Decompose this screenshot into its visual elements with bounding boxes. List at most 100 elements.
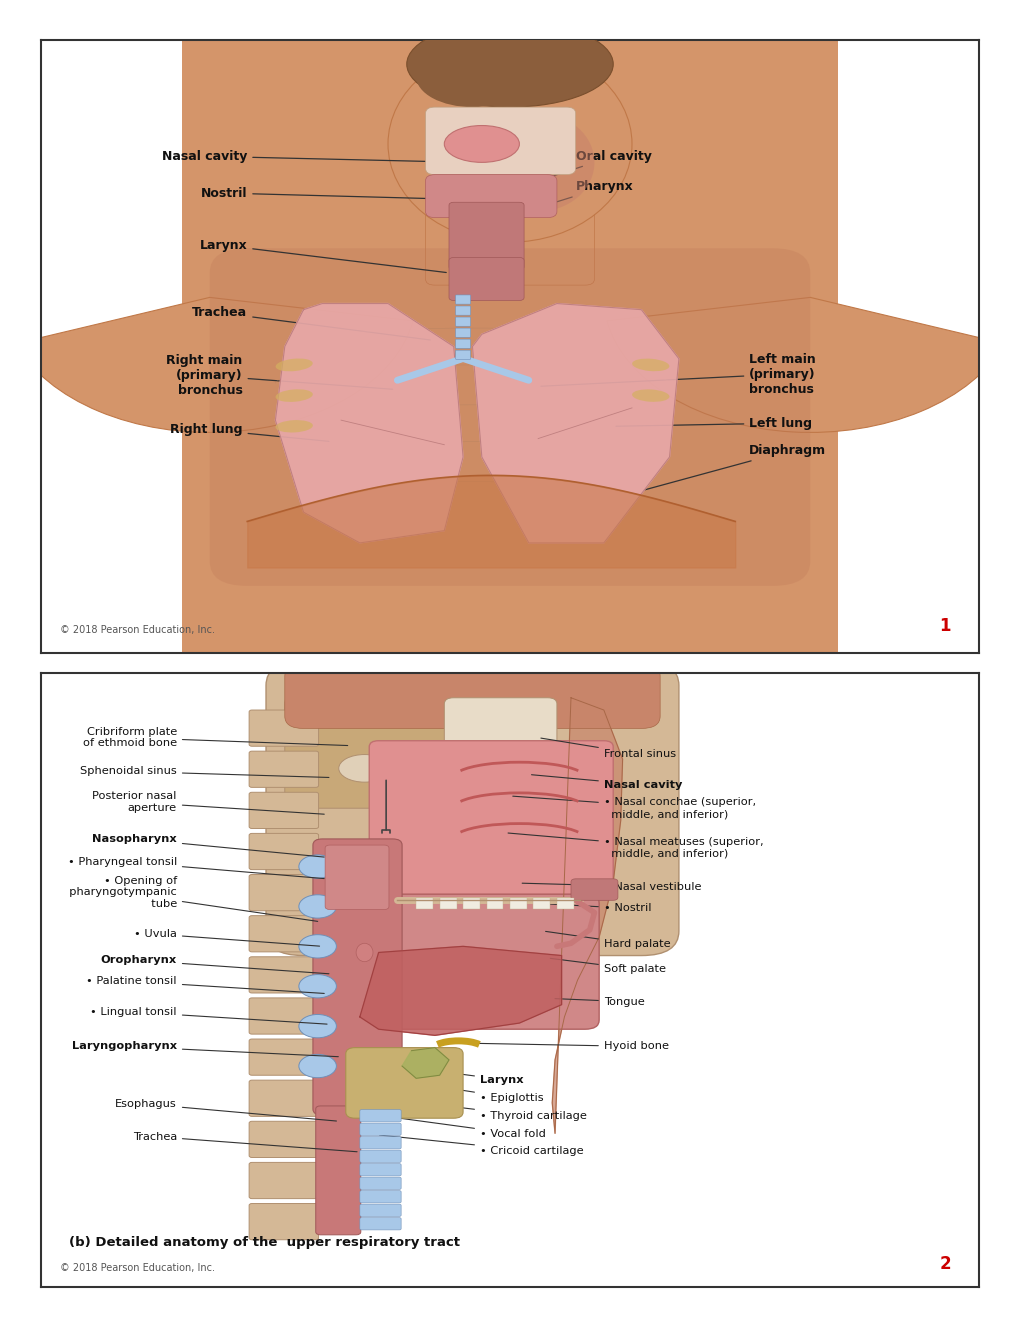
Text: Oropharynx: Oropharynx bbox=[101, 956, 328, 974]
Text: © 2018 Pearson Education, Inc.: © 2018 Pearson Education, Inc. bbox=[59, 1263, 214, 1274]
FancyBboxPatch shape bbox=[210, 248, 809, 586]
FancyBboxPatch shape bbox=[249, 1121, 318, 1158]
Text: • Nasal conchae (superior,
  middle, and inferior): • Nasal conchae (superior, middle, and i… bbox=[513, 796, 755, 818]
Polygon shape bbox=[401, 1048, 448, 1078]
Text: Larynx: Larynx bbox=[200, 239, 445, 272]
Text: Nostril: Nostril bbox=[201, 186, 450, 199]
FancyBboxPatch shape bbox=[425, 107, 575, 174]
Text: Trachea: Trachea bbox=[192, 306, 430, 341]
Text: Oral cavity: Oral cavity bbox=[522, 149, 651, 186]
Text: Nasal cavity: Nasal cavity bbox=[531, 775, 682, 789]
FancyBboxPatch shape bbox=[249, 1080, 318, 1117]
Text: Trachea: Trachea bbox=[132, 1131, 357, 1152]
Ellipse shape bbox=[275, 389, 313, 401]
FancyBboxPatch shape bbox=[571, 879, 618, 900]
Text: Nasopharynx: Nasopharynx bbox=[92, 834, 324, 857]
FancyBboxPatch shape bbox=[455, 306, 470, 315]
Ellipse shape bbox=[275, 420, 313, 433]
Text: • Cricoid cartilage: • Cricoid cartilage bbox=[379, 1135, 583, 1156]
Text: Esophagus: Esophagus bbox=[115, 1100, 336, 1121]
FancyBboxPatch shape bbox=[249, 1163, 318, 1199]
Text: Nasal cavity: Nasal cavity bbox=[162, 149, 465, 162]
FancyBboxPatch shape bbox=[336, 894, 598, 1030]
FancyBboxPatch shape bbox=[455, 317, 470, 326]
FancyBboxPatch shape bbox=[455, 339, 470, 348]
FancyBboxPatch shape bbox=[249, 916, 318, 952]
Ellipse shape bbox=[275, 359, 313, 371]
Ellipse shape bbox=[416, 46, 528, 107]
Ellipse shape bbox=[299, 974, 336, 998]
Text: • Nasal meatuses (superior,
  middle, and inferior): • Nasal meatuses (superior, middle, and … bbox=[507, 833, 762, 859]
FancyBboxPatch shape bbox=[360, 1137, 400, 1148]
Text: Laryngopharynx: Laryngopharynx bbox=[71, 1041, 338, 1057]
FancyBboxPatch shape bbox=[249, 957, 318, 993]
Bar bbox=[838, 40, 978, 653]
FancyBboxPatch shape bbox=[448, 257, 524, 301]
Text: • Thyroid cartilage: • Thyroid cartilage bbox=[397, 1100, 586, 1122]
Ellipse shape bbox=[338, 755, 390, 783]
Bar bbox=[439, 898, 457, 909]
Text: • Uvula: • Uvula bbox=[133, 929, 319, 946]
Ellipse shape bbox=[299, 935, 336, 958]
FancyBboxPatch shape bbox=[360, 1191, 400, 1203]
Ellipse shape bbox=[299, 1015, 336, 1038]
Ellipse shape bbox=[407, 21, 612, 107]
Ellipse shape bbox=[299, 895, 336, 919]
Ellipse shape bbox=[356, 944, 373, 962]
Text: • Palatine tonsil: • Palatine tonsil bbox=[87, 977, 324, 994]
FancyBboxPatch shape bbox=[360, 1204, 400, 1217]
FancyBboxPatch shape bbox=[249, 1039, 318, 1076]
Polygon shape bbox=[360, 946, 561, 1035]
FancyBboxPatch shape bbox=[369, 741, 612, 900]
Text: • Nasal vestibule: • Nasal vestibule bbox=[522, 882, 701, 892]
Text: (b) Detailed anatomy of the  upper respiratory tract: (b) Detailed anatomy of the upper respir… bbox=[69, 1236, 460, 1249]
FancyBboxPatch shape bbox=[360, 1123, 400, 1135]
Text: Hard palate: Hard palate bbox=[545, 932, 669, 949]
FancyBboxPatch shape bbox=[249, 710, 318, 746]
FancyBboxPatch shape bbox=[325, 845, 388, 909]
Text: Pharynx: Pharynx bbox=[489, 181, 633, 223]
FancyBboxPatch shape bbox=[360, 1150, 400, 1163]
FancyBboxPatch shape bbox=[360, 1110, 400, 1122]
FancyBboxPatch shape bbox=[455, 350, 470, 359]
Polygon shape bbox=[472, 304, 679, 543]
Bar bbox=[556, 898, 574, 909]
Text: 2: 2 bbox=[938, 1255, 950, 1274]
Text: Diaphragm: Diaphragm bbox=[643, 445, 825, 490]
FancyBboxPatch shape bbox=[455, 329, 470, 338]
Text: • Nostril: • Nostril bbox=[540, 903, 651, 913]
Bar bbox=[510, 898, 527, 909]
FancyBboxPatch shape bbox=[249, 833, 318, 870]
FancyBboxPatch shape bbox=[249, 751, 318, 787]
Wedge shape bbox=[15, 297, 413, 433]
Wedge shape bbox=[606, 297, 1004, 433]
Bar bbox=[533, 898, 550, 909]
Text: 1: 1 bbox=[938, 616, 950, 635]
FancyBboxPatch shape bbox=[448, 202, 524, 269]
FancyBboxPatch shape bbox=[249, 998, 318, 1034]
Text: Hyoid bone: Hyoid bone bbox=[477, 1041, 668, 1052]
Ellipse shape bbox=[299, 855, 336, 878]
FancyBboxPatch shape bbox=[360, 1217, 400, 1230]
Text: Larynx: Larynx bbox=[411, 1068, 523, 1085]
FancyBboxPatch shape bbox=[455, 294, 470, 304]
Text: Soft palate: Soft palate bbox=[550, 958, 665, 974]
FancyBboxPatch shape bbox=[163, 28, 856, 665]
FancyBboxPatch shape bbox=[360, 1177, 400, 1189]
Ellipse shape bbox=[632, 389, 668, 401]
Polygon shape bbox=[551, 698, 622, 1134]
FancyBboxPatch shape bbox=[316, 1106, 361, 1234]
Text: • Vocal fold: • Vocal fold bbox=[388, 1117, 545, 1139]
Bar bbox=[486, 898, 503, 909]
Text: Posterior nasal
aperture: Posterior nasal aperture bbox=[93, 791, 324, 814]
Text: © 2018 Pearson Education, Inc.: © 2018 Pearson Education, Inc. bbox=[59, 624, 214, 635]
Text: Right lung: Right lung bbox=[170, 422, 328, 441]
Ellipse shape bbox=[444, 125, 519, 162]
Ellipse shape bbox=[481, 114, 594, 211]
Text: Frontal sinus: Frontal sinus bbox=[540, 738, 676, 759]
Text: Left lung: Left lung bbox=[615, 417, 811, 430]
Ellipse shape bbox=[299, 1055, 336, 1077]
Bar bbox=[416, 898, 433, 909]
Text: Sphenoidal sinus: Sphenoidal sinus bbox=[81, 767, 328, 777]
FancyBboxPatch shape bbox=[345, 1048, 463, 1118]
